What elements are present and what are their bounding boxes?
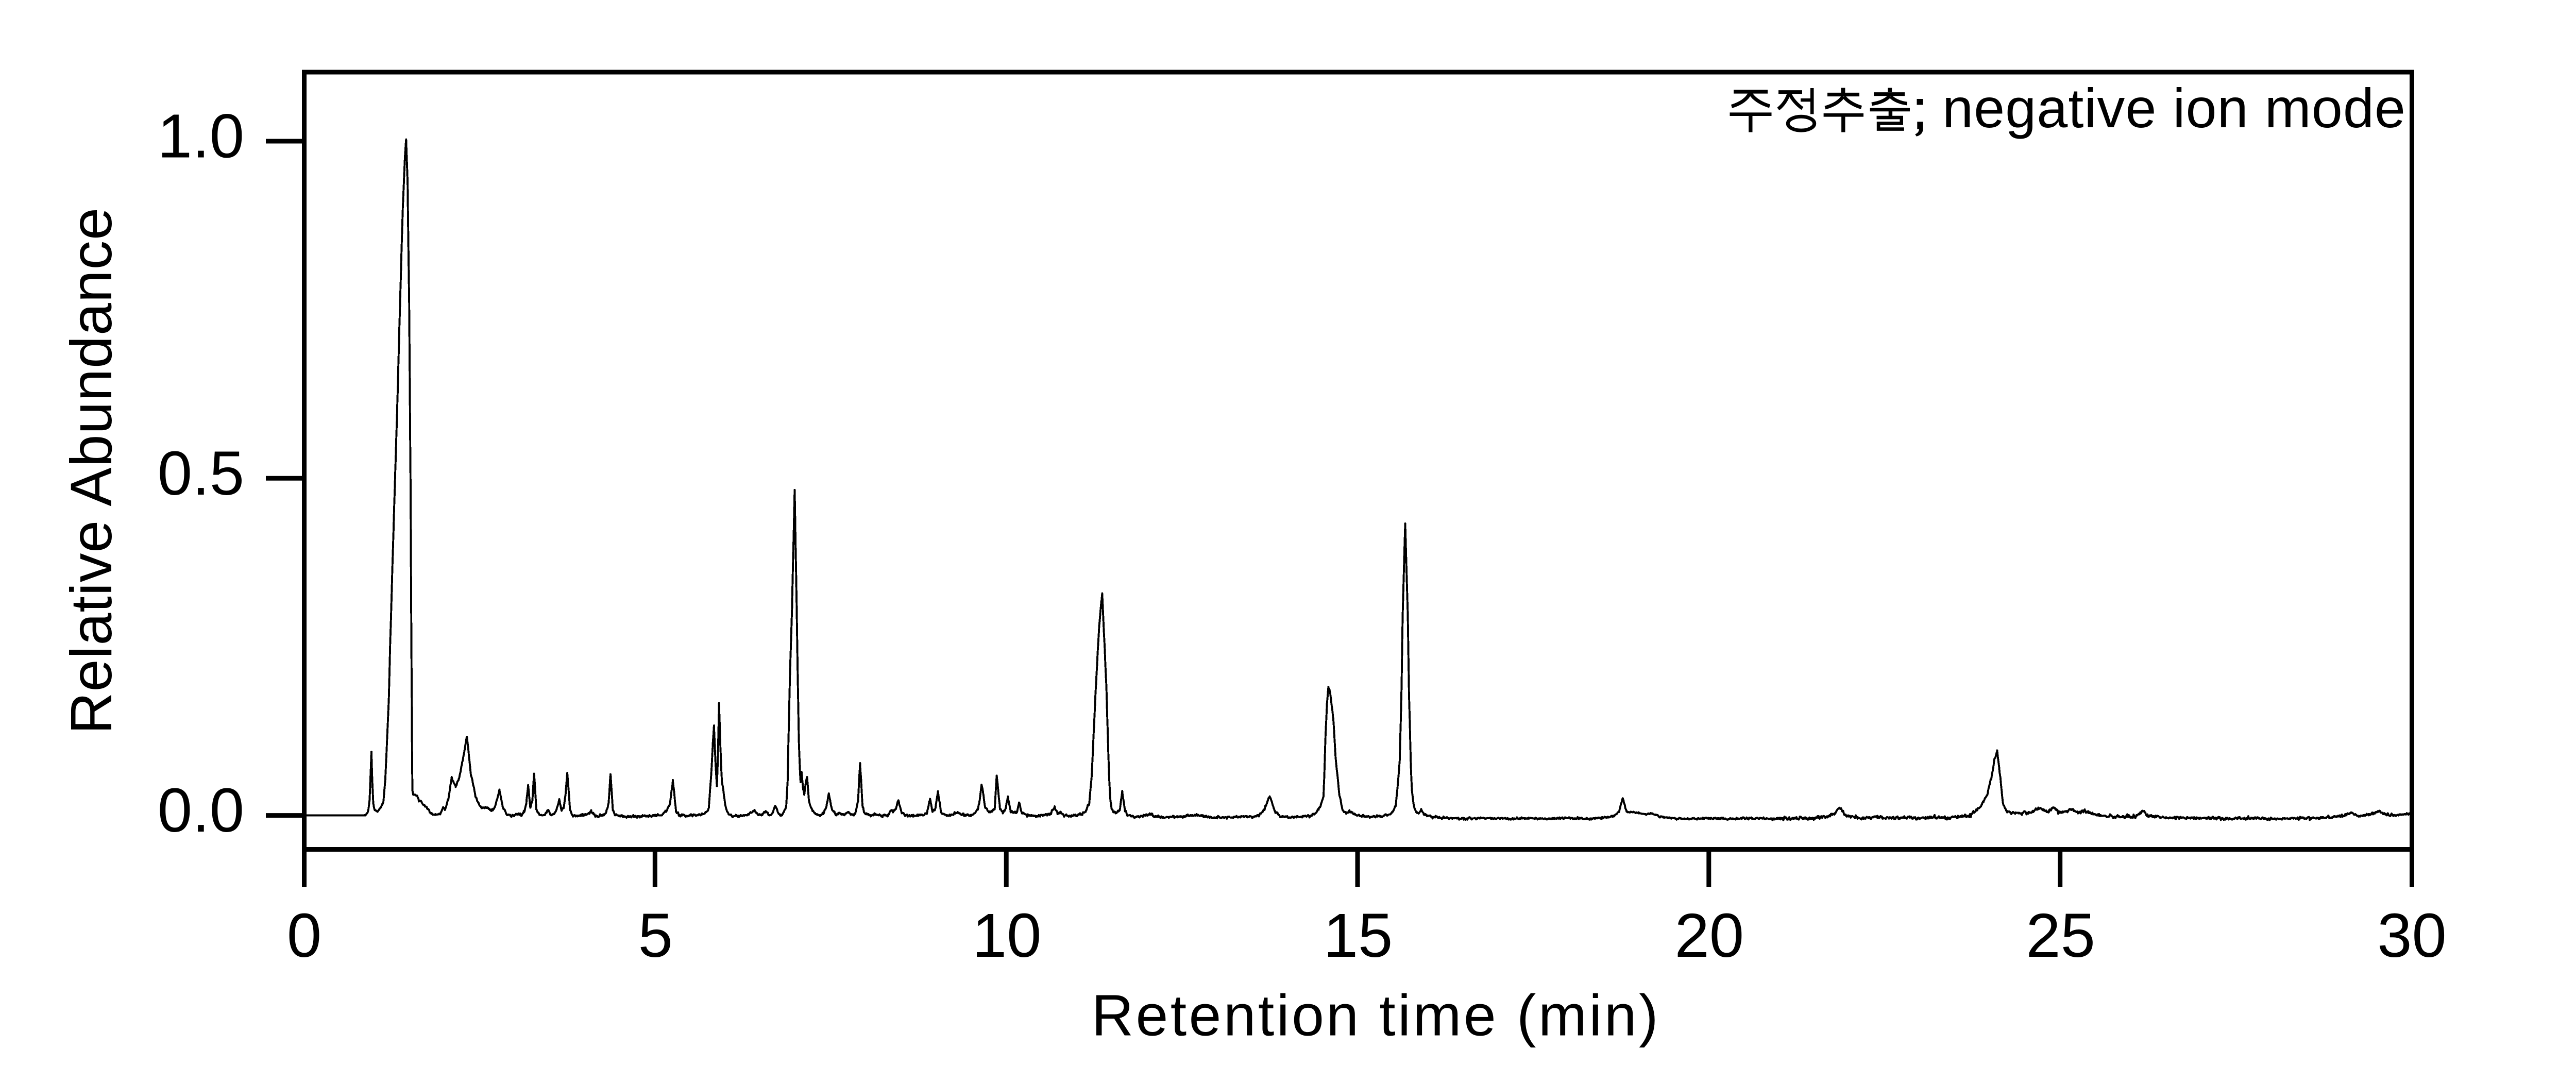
svg-text:0.0: 0.0: [158, 775, 244, 845]
svg-text:15: 15: [1324, 900, 1393, 970]
svg-text:0.5: 0.5: [158, 438, 244, 508]
svg-text:30: 30: [2377, 900, 2447, 970]
svg-text:0: 0: [287, 900, 321, 970]
svg-text:25: 25: [2026, 900, 2095, 970]
svg-text:1.0: 1.0: [158, 101, 244, 171]
svg-text:Relative Abundance: Relative Abundance: [59, 208, 124, 734]
svg-text:negative ion mode: negative ion mode: [1942, 77, 2405, 139]
svg-text:10: 10: [972, 900, 1042, 970]
svg-text:Retention time (min): Retention time (min): [1092, 983, 1658, 1048]
svg-text:20: 20: [1675, 900, 1744, 970]
svg-text:5: 5: [638, 900, 673, 970]
